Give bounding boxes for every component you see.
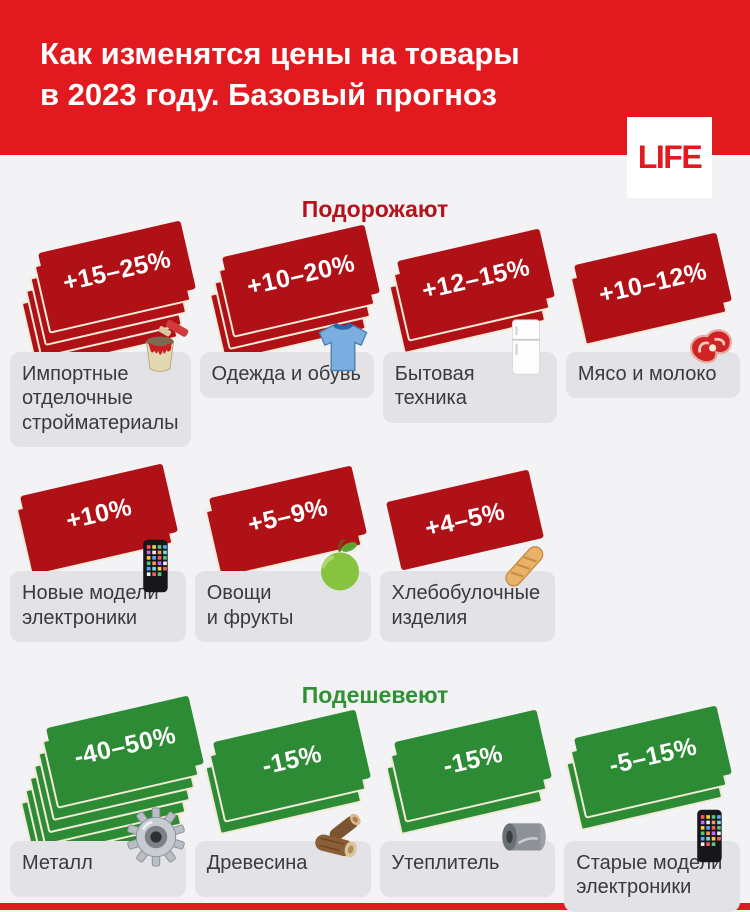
price-tag-value: -5–15% — [606, 731, 700, 780]
card-uteplitel: -15% Утеплитель — [379, 709, 556, 912]
price-tag-value: +10–12% — [596, 256, 710, 309]
footer-bar — [0, 903, 750, 910]
card-label: Импортные отделочные стройматериалы — [10, 352, 191, 448]
price-tag-value: +5–9% — [244, 492, 331, 539]
wood-logs-icon — [311, 807, 369, 865]
header-banner: Как изменятся цены на товары в 2023 году… — [0, 0, 750, 198]
price-tag-stack: -40–50% — [19, 695, 205, 871]
t-shirt-icon — [314, 318, 372, 376]
increase-row-1: +15–25% Импортные отделочные стройматери… — [0, 220, 750, 448]
card-label: Старые модели электроники — [564, 840, 740, 912]
price-tag-value: +12–15% — [418, 252, 533, 305]
increase-row-2: +10% Новые модели электроники — [0, 463, 750, 642]
price-tag-stack: +10–20% — [208, 224, 380, 363]
price-tag-value: -40–50% — [71, 720, 179, 771]
card-drevesina: -15% Древесина — [194, 709, 371, 912]
price-tag-stack: +15–25% — [20, 220, 197, 371]
section-title-increase: Подорожают — [301, 196, 449, 222]
decrease-row: -40–50% — [0, 695, 750, 912]
card-staraya-elektronika: -5–15% Старые модели электроники — [564, 705, 740, 912]
page-title: Как изменятся цены на товары в 2023 году… — [40, 36, 520, 112]
smartphone-icon — [680, 807, 738, 865]
card-label: Овощи и фрукты — [194, 571, 371, 642]
baguette-icon — [495, 537, 553, 595]
price-tag-value: +10% — [63, 492, 135, 535]
card-label: Хлебобулочные изделия — [379, 571, 556, 642]
price-tag-value: +10–20% — [243, 248, 358, 301]
price-tag-value: +15–25% — [60, 244, 174, 297]
price-tag-value: -15% — [439, 739, 505, 780]
price-tag-stack: -15% — [204, 709, 371, 836]
empty-cell — [564, 471, 740, 642]
card-ovoshchi-frukty: +5–9% Овощи и фрукты — [194, 465, 371, 642]
insulation-roll-icon — [495, 807, 553, 865]
meat-icon — [680, 318, 738, 376]
card-label: Древесина — [194, 840, 371, 897]
card-myaso-moloko: +10–12% Мясо и молоко — [565, 232, 740, 447]
price-tag-value: -15% — [259, 739, 325, 780]
green-apple-icon — [311, 537, 369, 595]
card-novaya-elektronika: +10% Новые модели электроники — [10, 463, 186, 642]
gear-icon — [126, 807, 185, 867]
card-odezhda: +10–20% Одежда и обувь — [199, 224, 380, 447]
price-tag-stack: +12–15% — [387, 228, 555, 355]
refrigerator-icon — [497, 318, 555, 376]
paint-can-icon — [131, 318, 189, 376]
card-stroymaterialy: +15–25% Импортные отделочные стройматери… — [10, 220, 197, 448]
card-hleb: +4–5% Хлебобулочные изделия — [379, 469, 556, 642]
section-title-decrease: Подешевеют — [301, 681, 449, 708]
price-tag-stack: -15% — [384, 709, 552, 836]
card-bytovaya-tehnika: +12–15% Бытовая техника — [382, 228, 557, 447]
life-logo-text: LIFE — [637, 139, 703, 175]
smartphone-icon — [126, 537, 184, 595]
life-logo: LIFE — [627, 117, 712, 198]
card-metall: -40–50% — [10, 695, 205, 912]
price-tag-stack: -5–15% — [565, 705, 733, 832]
